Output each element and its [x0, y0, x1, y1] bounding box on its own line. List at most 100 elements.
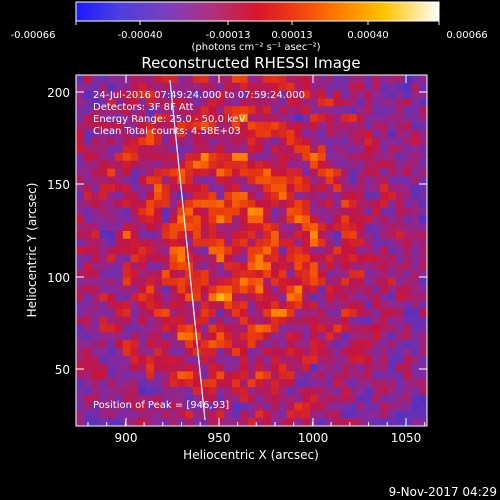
image-pixel	[411, 309, 420, 318]
image-pixel	[271, 355, 280, 364]
image-pixel	[278, 223, 287, 232]
image-pixel	[107, 254, 116, 263]
image-pixel	[208, 199, 217, 208]
image-pixel	[130, 246, 139, 255]
image-pixel	[83, 254, 92, 263]
image-pixel	[239, 145, 248, 154]
image-pixel	[372, 340, 381, 349]
image-pixel	[130, 106, 139, 115]
image-pixel	[99, 355, 108, 364]
image-pixel	[138, 379, 147, 388]
image-pixel	[146, 277, 155, 286]
image-pixel	[349, 98, 358, 107]
image-pixel	[302, 262, 311, 271]
image-pixel	[232, 277, 241, 286]
image-pixel	[341, 114, 350, 123]
image-pixel	[76, 340, 85, 349]
image-pixel	[403, 277, 412, 286]
image-pixel	[224, 410, 233, 419]
image-pixel	[91, 309, 100, 318]
image-pixel	[130, 153, 139, 162]
image-pixel	[138, 176, 147, 185]
image-pixel	[333, 199, 342, 208]
image-pixel	[388, 207, 397, 216]
image-pixel	[122, 106, 131, 115]
image-pixel	[200, 145, 209, 154]
image-pixel	[356, 129, 365, 138]
image-pixel	[122, 168, 131, 177]
image-pixel	[349, 379, 358, 388]
image-pixel	[161, 223, 170, 232]
image-pixel	[161, 348, 170, 357]
image-pixel	[99, 207, 108, 216]
image-pixel	[247, 387, 256, 396]
image-pixel	[349, 168, 358, 177]
image-pixel	[216, 121, 225, 130]
image-pixel	[395, 379, 404, 388]
image-pixel	[232, 82, 241, 91]
image-pixel	[372, 246, 381, 255]
image-pixel	[310, 129, 319, 138]
image-pixel	[224, 199, 233, 208]
image-pixel	[115, 98, 124, 107]
image-pixel	[317, 363, 326, 372]
image-pixel	[278, 355, 287, 364]
image-pixel	[130, 379, 139, 388]
image-pixel	[239, 238, 248, 247]
image-pixel	[200, 121, 209, 130]
image-pixel	[411, 410, 420, 419]
image-pixel	[169, 129, 178, 138]
image-pixel	[317, 238, 326, 247]
image-pixel	[185, 246, 194, 255]
image-pixel	[333, 145, 342, 154]
image-pixel	[161, 371, 170, 380]
image-pixel	[278, 238, 287, 247]
image-pixel	[395, 184, 404, 193]
image-pixel	[146, 199, 155, 208]
image-pixel	[278, 410, 287, 419]
image-pixel	[302, 160, 311, 169]
image-pixel	[341, 270, 350, 279]
image-pixel	[169, 277, 178, 286]
image-pixel	[99, 394, 108, 403]
image-pixel	[419, 160, 427, 169]
image-pixel	[317, 114, 326, 123]
image-pixel	[388, 129, 397, 138]
image-pixel	[271, 129, 280, 138]
image-pixel	[200, 332, 209, 341]
image-pixel	[325, 246, 334, 255]
image-pixel	[247, 277, 256, 286]
image-pixel	[239, 192, 248, 201]
image-pixel	[286, 121, 295, 130]
image-pixel	[208, 418, 217, 426]
image-pixel	[239, 168, 248, 177]
image-pixel	[317, 153, 326, 162]
image-pixel	[317, 309, 326, 318]
image-pixel	[286, 246, 295, 255]
image-pixel	[255, 387, 264, 396]
image-pixel	[247, 145, 256, 154]
image-pixel	[130, 168, 139, 177]
image-pixel	[130, 207, 139, 216]
image-pixel	[356, 153, 365, 162]
image-pixel	[239, 114, 248, 123]
image-pixel	[224, 277, 233, 286]
image-pixel	[216, 246, 225, 255]
image-pixel	[388, 301, 397, 310]
image-pixel	[411, 75, 420, 84]
image-pixel	[356, 379, 365, 388]
image-pixel	[247, 340, 256, 349]
image-pixel	[239, 348, 248, 357]
image-pixel	[122, 246, 131, 255]
image-pixel	[122, 82, 131, 91]
image-pixel	[278, 379, 287, 388]
image-pixel	[356, 207, 365, 216]
image-pixel	[372, 309, 381, 318]
image-pixel	[83, 215, 92, 224]
image-pixel	[200, 394, 209, 403]
image-pixel	[294, 262, 303, 271]
image-pixel	[115, 106, 124, 115]
image-pixel	[271, 277, 280, 286]
image-pixel	[115, 363, 124, 372]
image-pixel	[372, 153, 381, 162]
